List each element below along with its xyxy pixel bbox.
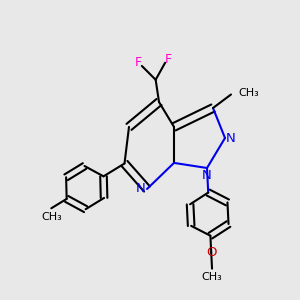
Text: CH₃: CH₃	[202, 272, 222, 282]
Text: N: N	[136, 182, 145, 196]
Text: N: N	[202, 169, 212, 182]
Text: N: N	[226, 131, 235, 145]
Text: CH₃: CH₃	[41, 212, 62, 222]
Text: F: F	[165, 52, 172, 66]
Text: F: F	[135, 56, 142, 69]
Text: O: O	[206, 246, 217, 259]
Text: CH₃: CH₃	[238, 88, 259, 98]
